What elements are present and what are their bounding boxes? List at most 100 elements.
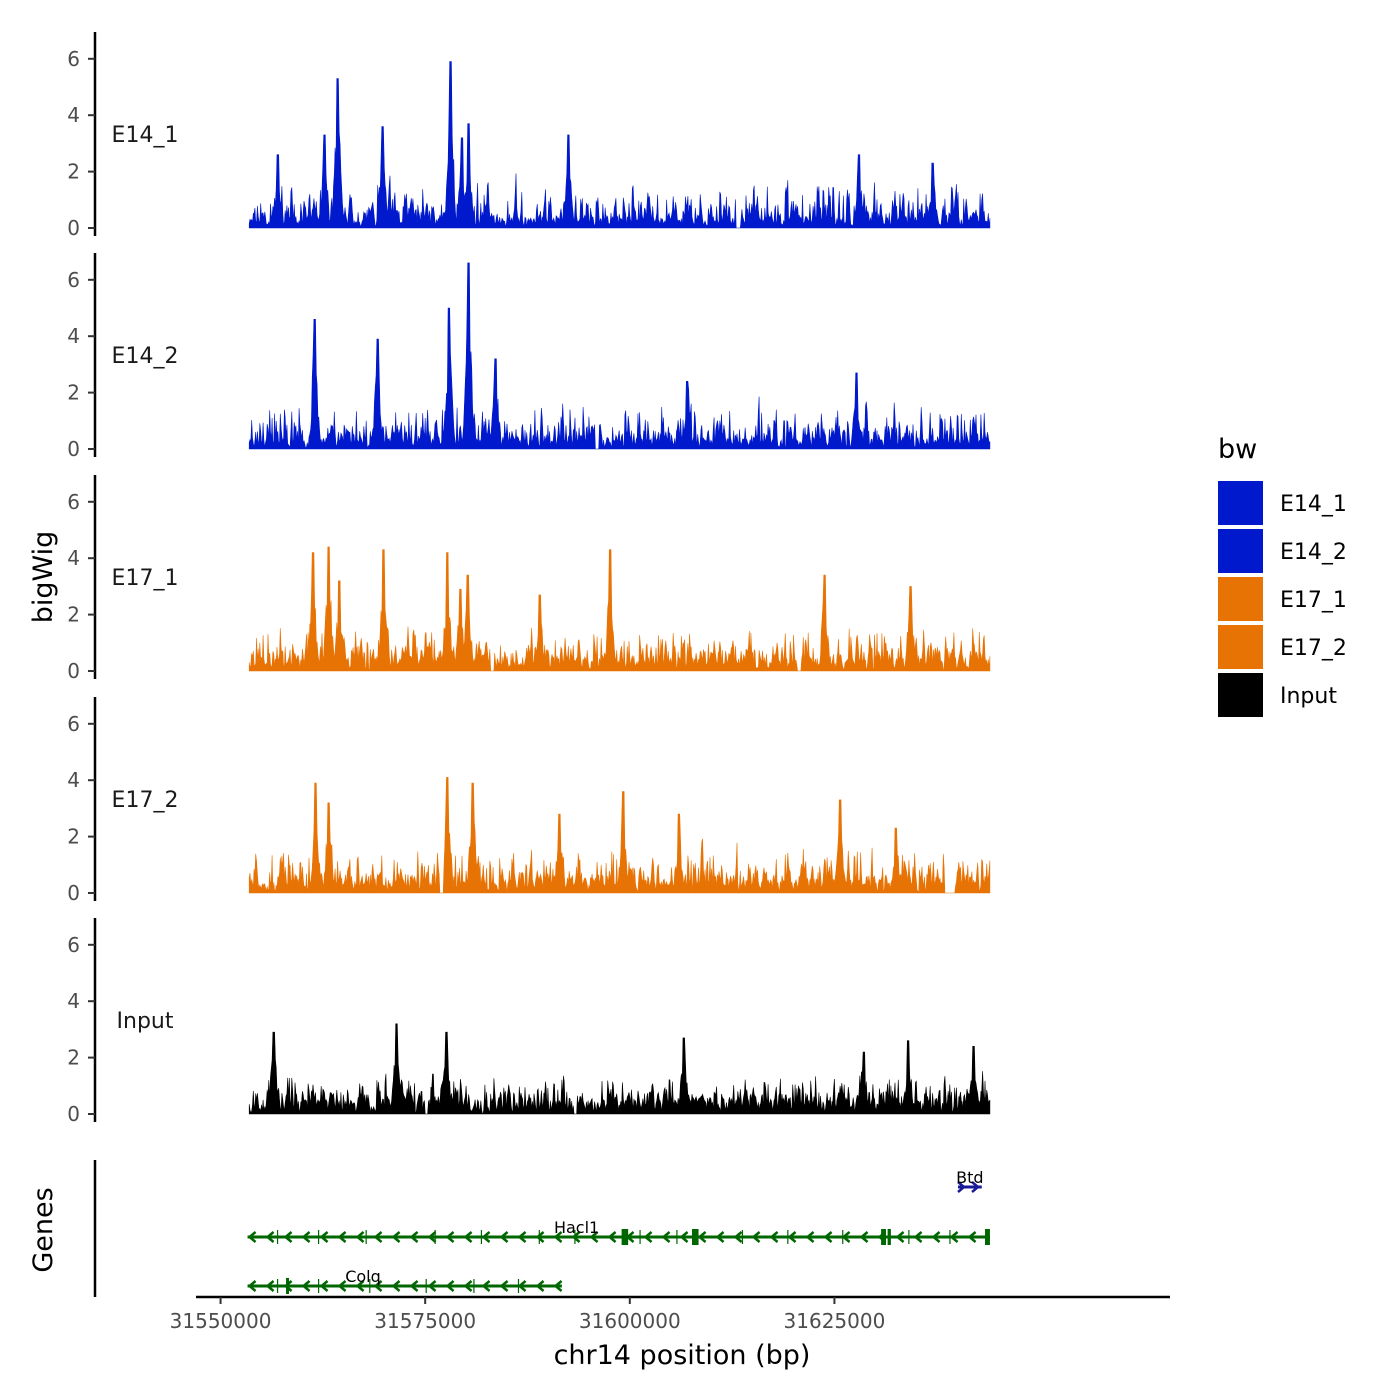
- y-tick-label: 4: [67, 103, 80, 127]
- strand-arrow: [895, 1231, 905, 1243]
- strand-arrow: [391, 1231, 401, 1243]
- strand-arrow: [967, 1231, 977, 1243]
- track-E14_2: 0 2 4 6 E14_2: [67, 253, 991, 461]
- exon-block: [286, 1278, 290, 1294]
- strand-arrow: [355, 1231, 365, 1243]
- y-tick-label: 2: [67, 603, 80, 627]
- strand-arrow: [301, 1280, 311, 1292]
- y-tick-label: 4: [67, 989, 80, 1013]
- y-tick-label: 0: [67, 1102, 80, 1126]
- facet-label-E17_2: E17_2: [112, 788, 179, 813]
- gene-Btd: Btd: [956, 1168, 984, 1193]
- strand-arrow: [463, 1280, 473, 1292]
- legend: bw E14_1 E14_2 E17_1 E17_2 Input: [1218, 434, 1347, 717]
- facet-label-Input: Input: [117, 1009, 174, 1034]
- strand-arrow: [841, 1231, 851, 1243]
- strand-arrow: [499, 1231, 509, 1243]
- strand-arrow: [283, 1231, 293, 1243]
- strand-arrow: [805, 1231, 815, 1243]
- strand-arrow: [679, 1231, 689, 1243]
- y-tick-label: 0: [67, 216, 80, 240]
- strand-arrow: [769, 1231, 779, 1243]
- strand-arrow: [391, 1280, 401, 1292]
- strand-arrow: [409, 1280, 419, 1292]
- facet-label-E14_2: E14_2: [112, 344, 179, 369]
- strand-arrow: [607, 1231, 617, 1243]
- genes-track-title: Genes: [28, 1187, 59, 1272]
- legend-swatch-E17_1: [1218, 577, 1263, 621]
- strand-arrow: [463, 1231, 473, 1243]
- strand-arrow: [319, 1280, 329, 1292]
- legend-swatch-Input: [1218, 673, 1263, 717]
- strand-arrow: [517, 1231, 527, 1243]
- signal-area-E14_2: [248, 262, 991, 450]
- y-axis-title: bigWig: [28, 531, 59, 624]
- strand-arrow: [373, 1280, 383, 1292]
- x-tick-label: 31600000: [579, 1309, 681, 1333]
- genes-track: Genes Btd Hacl1 Colq: [28, 1160, 990, 1297]
- gene-label-Hacl1: Hacl1: [554, 1218, 599, 1237]
- gene-label-Colq: Colq: [345, 1267, 381, 1286]
- strand-arrow: [409, 1231, 419, 1243]
- strand-arrow: [733, 1231, 743, 1243]
- strand-arrow: [931, 1231, 941, 1243]
- strand-arrow: [427, 1231, 437, 1243]
- signal-area-E17_1: [248, 546, 991, 672]
- strand-arrow: [957, 1181, 966, 1193]
- strand-arrow: [373, 1231, 383, 1243]
- y-tick-label: 2: [67, 825, 80, 849]
- x-tick-label: 31625000: [784, 1309, 886, 1333]
- strand-arrow: [949, 1231, 959, 1243]
- y-tick-label: 6: [67, 47, 80, 71]
- strand-arrow: [481, 1280, 491, 1292]
- strand-arrow: [337, 1280, 347, 1292]
- strand-arrow: [247, 1280, 257, 1292]
- y-tick-label: 0: [67, 437, 80, 461]
- track-panels: 0 2 4 6 E14_1 0 2 4 6 E14_2 0 2 4 6 E17_1 0 2 4 6 E17_2 0 2 4 6…: [67, 32, 991, 1126]
- strand-arrow: [499, 1280, 509, 1292]
- strand-arrow: [553, 1231, 563, 1243]
- y-tick-label: 4: [67, 768, 80, 792]
- gene-Hacl1: Hacl1: [247, 1218, 990, 1245]
- strand-arrow: [355, 1280, 365, 1292]
- gene-label-Btd: Btd: [956, 1168, 983, 1187]
- track-E17_1: 0 2 4 6 E17_1: [67, 475, 991, 683]
- exon-block: [887, 1229, 891, 1245]
- strand-arrow: [517, 1280, 527, 1292]
- strand-arrow: [661, 1231, 671, 1243]
- strand-arrow: [589, 1231, 599, 1243]
- strand-arrow: [643, 1231, 653, 1243]
- legend-title: bw: [1218, 434, 1257, 465]
- strand-arrow: [337, 1231, 347, 1243]
- y-tick-label: 6: [67, 933, 80, 957]
- strand-arrow: [823, 1231, 833, 1243]
- strand-arrow: [751, 1231, 761, 1243]
- track-E14_1: 0 2 4 6 E14_1: [67, 32, 991, 240]
- strand-arrow: [445, 1231, 455, 1243]
- strand-arrow: [971, 1181, 980, 1193]
- y-tick-label: 2: [67, 381, 80, 405]
- y-tick-label: 6: [67, 490, 80, 514]
- y-tick-label: 6: [67, 712, 80, 736]
- legend-label-E17_1: E17_1: [1280, 588, 1347, 613]
- exon-block: [692, 1229, 699, 1245]
- strand-arrow: [571, 1231, 581, 1243]
- strand-arrow: [319, 1231, 329, 1243]
- legend-swatch-E14_1: [1218, 481, 1263, 525]
- x-tick-label: 31575000: [374, 1309, 476, 1333]
- y-tick-label: 2: [67, 1046, 80, 1070]
- legend-label-E17_2: E17_2: [1280, 636, 1347, 661]
- strand-arrow: [265, 1231, 275, 1243]
- legend-swatch-E17_2: [1218, 625, 1263, 669]
- strand-arrow: [283, 1280, 293, 1292]
- exon-block: [985, 1229, 990, 1245]
- x-axis-title: chr14 position (bp): [554, 1340, 811, 1371]
- strand-arrow: [535, 1231, 545, 1243]
- legend-label-E14_1: E14_1: [1280, 492, 1347, 517]
- signal-area-E17_2: [248, 777, 991, 894]
- x-axis: 31550000 31575000 31600000 31625000: [170, 1295, 1170, 1333]
- signal-area-E14_1: [248, 61, 991, 229]
- track-E17_2: 0 2 4 6 E17_2: [67, 697, 991, 905]
- strand-arrow: [265, 1280, 275, 1292]
